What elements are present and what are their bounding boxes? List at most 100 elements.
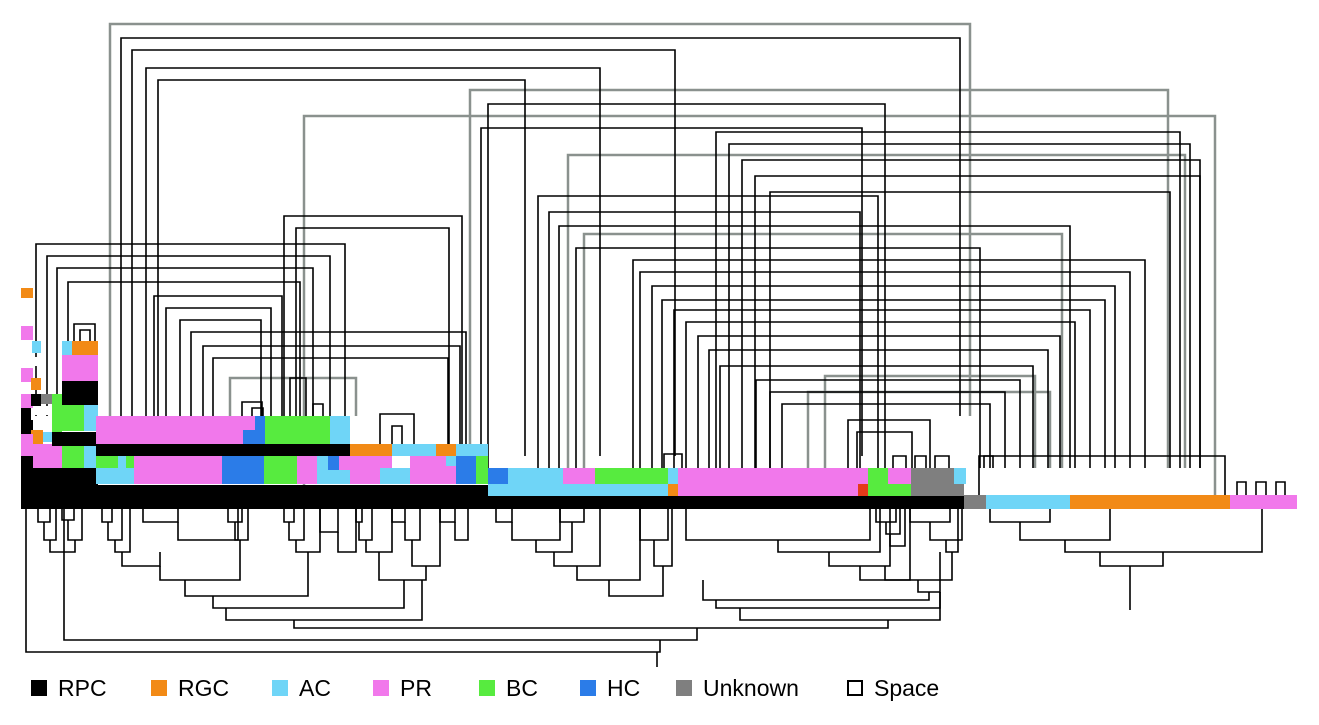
dendrogram-branch (225, 580, 423, 621)
black-connector-line (241, 401, 263, 416)
dendrogram-branch (439, 509, 456, 523)
cell-block-hc (243, 430, 265, 444)
dendrogram-branch (685, 509, 871, 541)
gray-connector-line (302, 114, 1217, 495)
cell-block-ac (954, 468, 966, 484)
legend-swatch-pr (373, 680, 389, 696)
black-connector-line (391, 425, 403, 444)
black-connector-line (719, 365, 1034, 468)
dendrogram-branch (355, 509, 363, 523)
legend-label-unknown: Unknown (703, 674, 799, 701)
cell-block-rgc (436, 444, 456, 456)
gray-connector-line (823, 374, 1037, 468)
cell-block-rpc (33, 468, 63, 486)
cell-block-ac (43, 432, 53, 442)
black-connector-line (131, 49, 676, 456)
dendrogram-branch (828, 509, 891, 567)
legend-label-ac: AC (299, 674, 331, 701)
cell-block-ac (668, 468, 678, 496)
gray-connector-line (582, 232, 1064, 468)
dendrogram-branch (63, 509, 698, 641)
black-connector-line (190, 331, 467, 444)
legend-label-bc: BC (506, 674, 538, 701)
dendrogram-branch (1064, 509, 1263, 553)
lineage-dendrogram (25, 509, 1263, 667)
cell-block-ac (317, 470, 350, 484)
cell-block-ac (446, 456, 456, 466)
cell-block-ac (32, 341, 41, 353)
dendrogram-branch (576, 509, 641, 581)
cell-block-space (31, 357, 40, 366)
cell-block-rpc (21, 420, 33, 434)
dendrogram-branch (358, 509, 373, 541)
black-connector-line (728, 143, 1191, 468)
cell-block-ac (118, 456, 126, 468)
cell-block-space (21, 316, 30, 325)
cell-block-pr (410, 456, 436, 484)
cell-block-ac (96, 468, 134, 484)
dendrogram-branch (142, 509, 179, 523)
dendrogram-branch (107, 509, 123, 541)
cell-block-hc (255, 416, 265, 430)
gray-connector-line (468, 88, 1170, 468)
black-connector-line (67, 281, 301, 416)
cell-block-rpc (21, 456, 33, 486)
cell-block-rgc (21, 288, 33, 298)
cell-block-space (43, 406, 52, 415)
black-connector-line (639, 271, 1131, 468)
dendrogram-branch (454, 509, 469, 541)
black-connector-line (892, 455, 907, 468)
black-connector-line (56, 267, 314, 416)
lineage-tree-figure (21, 22, 1297, 667)
cell-block-hc (456, 456, 476, 484)
cell-block-ac (330, 416, 350, 444)
cell-block-ac (456, 444, 488, 456)
legend-swatch-bc (479, 680, 495, 696)
cell-block-rgc (31, 430, 43, 444)
dendrogram-branch (608, 566, 664, 597)
cell-block-bc (888, 484, 911, 496)
dendrogram-branch (227, 509, 243, 523)
black-connector-line (1236, 481, 1247, 495)
dendrogram-branch (67, 509, 83, 541)
dendrogram-branch (404, 509, 421, 541)
dendrogram-branch (283, 509, 295, 523)
cell-block-space (33, 417, 42, 426)
legend-label-space: Space (874, 674, 940, 701)
black-connector-line (781, 403, 991, 468)
black-connector-line (914, 455, 927, 468)
cell-block-pr (96, 416, 256, 444)
dendrogram-branch (234, 509, 249, 541)
legend-item-unknown: Unknown (676, 668, 799, 708)
dendrogram-branch (553, 509, 601, 567)
dendrogram-branch (212, 580, 405, 609)
cell-block-bc (868, 468, 888, 496)
cell-block-rpc (63, 468, 98, 486)
black-connector-line (983, 455, 994, 468)
dendrogram-branch (121, 552, 161, 567)
black-connector-line (537, 195, 879, 468)
cell-block-rgc (1070, 495, 1230, 509)
dendrogram-branch (777, 509, 881, 553)
legend-swatch-unknown (676, 680, 692, 696)
dendrogram-branch (945, 509, 959, 553)
cell-block-unknown (954, 484, 964, 496)
cell-block-rpc (31, 394, 41, 406)
black-connector-line (755, 379, 1021, 468)
cell-block-ac (84, 446, 98, 468)
black-connector-line (120, 37, 961, 416)
cell-block-pr (297, 456, 317, 484)
black-connector-line (1275, 481, 1286, 495)
black-connector-line (978, 455, 1226, 495)
cell-block-ac (508, 468, 563, 484)
cell-block-space (21, 302, 30, 311)
cell-block-pr (21, 326, 33, 340)
dendrogram-branch (909, 509, 951, 523)
dendrogram-branch (177, 509, 239, 541)
dendrogram-branch (739, 592, 941, 621)
dendrogram-branch (288, 509, 305, 541)
black-connector-line (651, 285, 1116, 468)
cell-block-pr (678, 468, 868, 496)
black-connector-line (179, 319, 262, 416)
cell-block-ac (488, 484, 668, 496)
